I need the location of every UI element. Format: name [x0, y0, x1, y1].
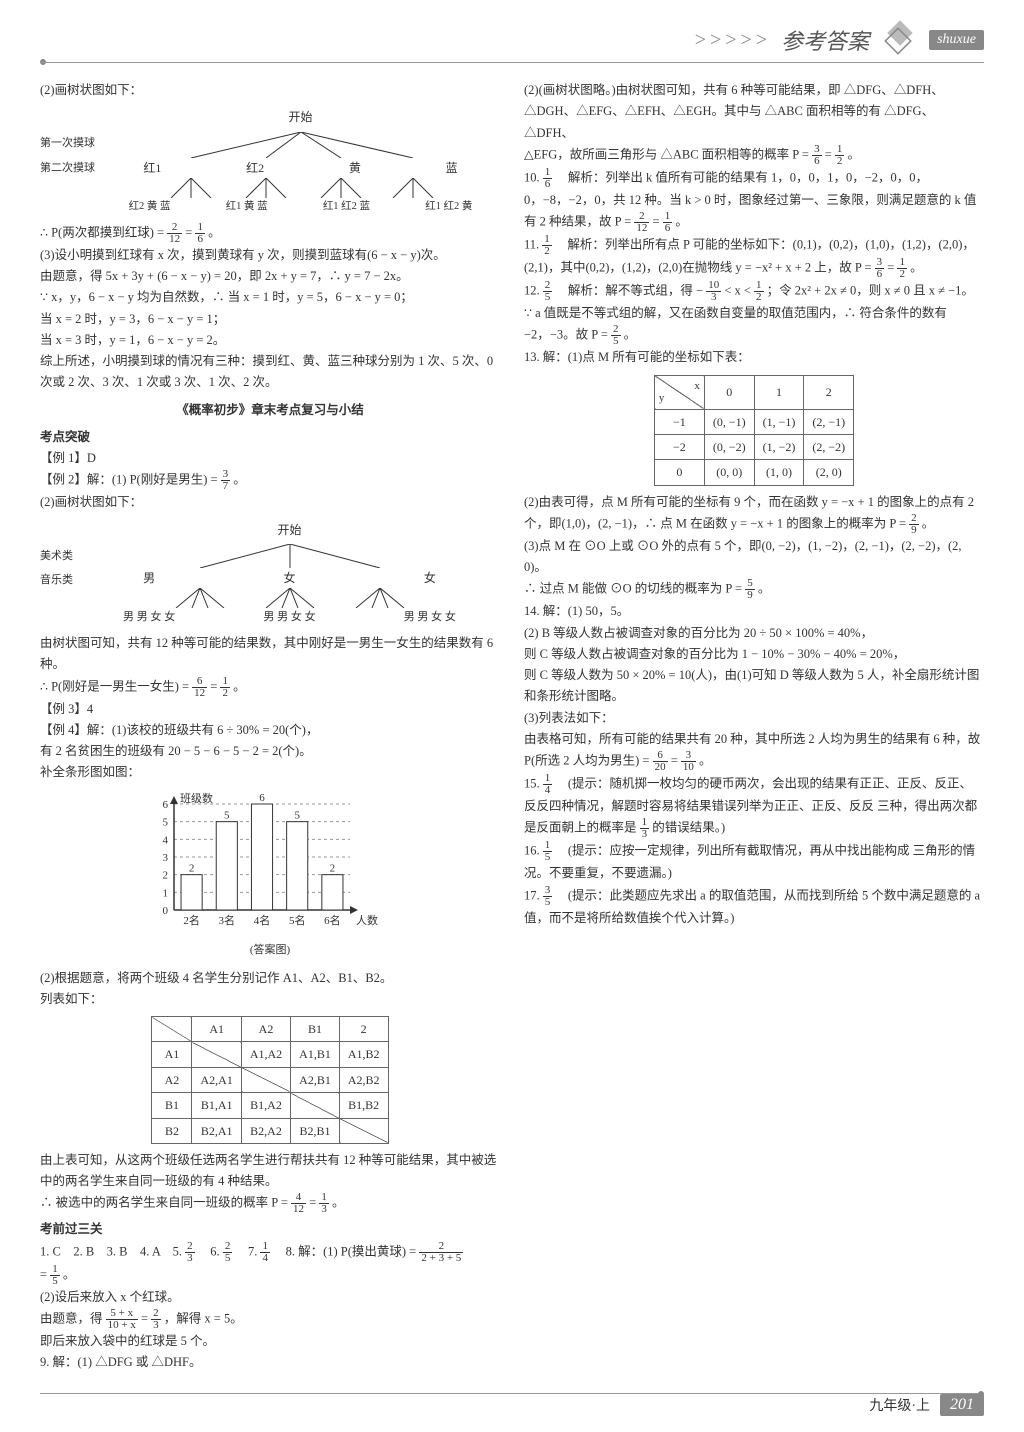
text: 【例 1】D — [40, 448, 500, 469]
svg-text:6名: 6名 — [324, 913, 341, 927]
text: 13. 解：(1)点 M 所有可能的坐标如下表： — [524, 347, 984, 368]
svg-text:6: 6 — [259, 792, 265, 804]
tree-side-label: 第二次摸球 — [40, 156, 95, 180]
text: 9. 解：(1) △DFG 或 △DHF。 — [40, 1352, 500, 1373]
svg-text:班级数: 班级数 — [180, 792, 213, 805]
top-rule — [40, 62, 984, 63]
svg-text:2名: 2名 — [183, 913, 200, 927]
section-title: 《概率初步》章末考点复习与小结 — [40, 400, 500, 421]
svg-text:5名: 5名 — [289, 913, 306, 927]
grade-label: 九年级·上 — [869, 1395, 930, 1415]
text: 由表格可知，所有可能的结果共有 20 种，其中所选 2 人均为男生的结果有 6 … — [524, 729, 984, 773]
svg-text:人数: 人数 — [356, 914, 378, 927]
svg-text:3: 3 — [163, 852, 169, 864]
tree-root: 开始 — [79, 520, 500, 540]
text: 当 x = 2 时，y = 3，6 − x − y = 1； — [40, 309, 500, 330]
text: ∵ a 值既是不等式组的解，又在函数自变量的取值范围内，∴ 符合条件的数有 −2… — [524, 303, 984, 347]
text: ∴ P(两次都摸到红球) = 212 = 16 。 — [40, 222, 500, 245]
tree-side-label: 第一次摸球 — [40, 131, 95, 155]
diamond-logo-icon — [879, 20, 919, 60]
text: 由题意，得 5 + x10 + x = 23 ，解得 x = 5。 — [40, 1308, 500, 1331]
text: ∴ 过点 M 能做 ⊙O 的切线的概率为 P = 59 。 — [524, 578, 984, 601]
text: 当 x = 3 时，y = 1，6 − x − y = 2。 — [40, 330, 500, 351]
page-number: 201 — [940, 1394, 984, 1416]
main-content: (2)画树状图如下： 第一次摸球 第二次摸球 开始 红1 红2 黄 — [40, 80, 984, 1382]
text: 有 2 名贫困生的班级有 20 − 5 − 6 − 5 − 2 = 2(个)。 — [40, 741, 500, 762]
text: 由上表可知，从这两个班级任选两名学生进行帮扶共有 12 种等可能结果，其中被选中… — [40, 1150, 500, 1193]
text: ∵ x，y，6 − x − y 均为自然数，∴ 当 x = 1 时，y = 5，… — [40, 287, 500, 308]
svg-text:2: 2 — [189, 862, 195, 874]
pairing-table: A1A2B12A1A1,A2A1,B1A1,B2A2A2,A1A2,B1A2,B… — [151, 1016, 388, 1144]
text: 15. 14 (提示：随机掷一枚均匀的硬币两次，会出现的结果有正正、正反、反正、… — [524, 773, 984, 840]
text: = 15 。 — [40, 1264, 500, 1287]
text: ∴ 被选中的两名学生来自同一班级的概率 P = 412 = 13 。 — [40, 1192, 500, 1215]
text: 12. 25 解析：解不等式组，得 − 103 < x < 12 ；令 2x² … — [524, 280, 984, 303]
text: 补全条形图如图： — [40, 762, 500, 783]
tree-diagram-1: 第一次摸球 第二次摸球 开始 红1 红2 黄 蓝 — [40, 107, 500, 216]
text: △EFG，故所画三角形与 △ABC 面积相等的概率 P = 36 = 12 。 — [524, 144, 984, 167]
text: 即后来放入袋中的红球是 5 个。 — [40, 1331, 500, 1352]
tree-diagram-2: 美术类 音乐类 开始 男 女 女 — [40, 520, 500, 627]
svg-text:5: 5 — [163, 816, 169, 828]
text: (2) B 等级人数占被调查对象的百分比为 20 ÷ 50 × 100% = 4… — [524, 623, 984, 644]
text: (3)设小明摸到红球有 x 次，摸到黄球有 y 次，则摸到蓝球有(6 − x −… — [40, 245, 500, 266]
text: (3)点 M 在 ⊙O 上或 ⊙O 外的点有 5 个，即(0, −2)，(1, … — [524, 536, 984, 579]
text: 由题意，得 5x + 3y + (6 − x − y) = 20，即 2x + … — [40, 266, 500, 287]
svg-text:2: 2 — [163, 869, 169, 881]
svg-text:3名: 3名 — [219, 913, 236, 927]
text: 1. C 2. B 3. B 4. A 5. 23 6. 25 7. 14 8.… — [40, 1241, 500, 1264]
text: 14. 解：(1) 50，5。 — [524, 601, 984, 622]
text: 【例 3】4 — [40, 699, 500, 720]
text: (2)根据题意，将两个班级 4 名学生分别记作 A1、A2、B1、B2。 — [40, 968, 500, 989]
subject-tag: shuxue — [929, 30, 984, 50]
sub-heading: 考点突破 — [40, 427, 500, 448]
svg-text:1: 1 — [163, 887, 169, 899]
chevron-decor: >>>>> — [695, 29, 771, 52]
tree-side-label: 音乐类 — [40, 568, 73, 592]
text: 11. 12 解析：列举出所有点 P 可能的坐标如下：(0,1)，(0,2)，(… — [524, 234, 984, 280]
header-title: 参考答案 — [781, 24, 869, 56]
svg-text:4名: 4名 — [254, 913, 271, 927]
text: (2)(画树状图略。)由树状图可知，共有 6 种等可能结果，即 △DFG、△DF… — [524, 80, 984, 144]
svg-text:5: 5 — [294, 809, 300, 821]
svg-text:4: 4 — [163, 834, 169, 846]
footer-rule — [40, 1393, 984, 1394]
coord-table: xy012−1(0, −1)(1, −1)(2, −1)−2(0, −2)(1,… — [654, 375, 854, 486]
svg-text:6: 6 — [163, 799, 169, 811]
tree-root: 开始 — [101, 107, 500, 127]
text: 综上所述，小明摸到球的情况有三种：摸到红、黄、蓝三种球分别为 1 次、5 次、0… — [40, 351, 500, 394]
text: (2)画树状图如下： — [40, 80, 500, 101]
text: 10. 16 解析：列举出 k 值所有可能的结果有 1，0，0，1，0，−2，0… — [524, 167, 984, 234]
text: 17. 35 (提示：此类题应先求出 a 的取值范围，从而找到所给 5 个数中满… — [524, 885, 984, 929]
text: 则 C 等级人数占被调查对象的百分比为 1 − 10% − 30% − 40% … — [524, 644, 984, 665]
text: 由树状图可知，共有 12 种等可能的结果数，其中刚好是一男生一女生的结果数有 6… — [40, 633, 500, 676]
text: 【例 2】解：(1) P(刚好是男生) = 37 。 — [40, 469, 500, 492]
chart-caption: (答案图) — [140, 941, 400, 960]
svg-text:5: 5 — [224, 809, 230, 821]
svg-text:2: 2 — [330, 862, 336, 874]
text: 则 C 等级人数为 50 × 20% = 10(人)，由(1)可知 D 等级人数… — [524, 665, 984, 708]
text: (2)设后来放入 x 个红球。 — [40, 1287, 500, 1308]
svg-text:0: 0 — [163, 905, 169, 917]
text: (2)画树状图如下： — [40, 492, 500, 513]
tree-side-label: 美术类 — [40, 544, 73, 568]
page-header: >>>>> 参考答案 shuxue — [695, 20, 984, 60]
bar-chart: 0 1 2 3 4 5 6 2 2名 5 3名 6 4名 5 5名 2 6名 班级数人数 (答案图) — [140, 792, 400, 960]
text: ∴ P(刚好是一男生一女生) = 612 = 12 。 — [40, 676, 500, 699]
text: 列表如下： — [40, 989, 500, 1010]
text: (3)列表法如下： — [524, 708, 984, 729]
text: 16. 15 (提示：应按一定规律，列出所有截取情况，再从中找出能构成 三角形的… — [524, 840, 984, 884]
page-footer: 九年级·上 201 — [869, 1394, 984, 1416]
text: 【例 4】解：(1)该校的班级共有 6 ÷ 30% = 20(个)， — [40, 720, 500, 741]
sub-heading: 考前过三关 — [40, 1219, 500, 1240]
text: (2)由表可得，点 M 所有可能的坐标有 9 个，而在函数 y = −x + 1… — [524, 492, 984, 536]
